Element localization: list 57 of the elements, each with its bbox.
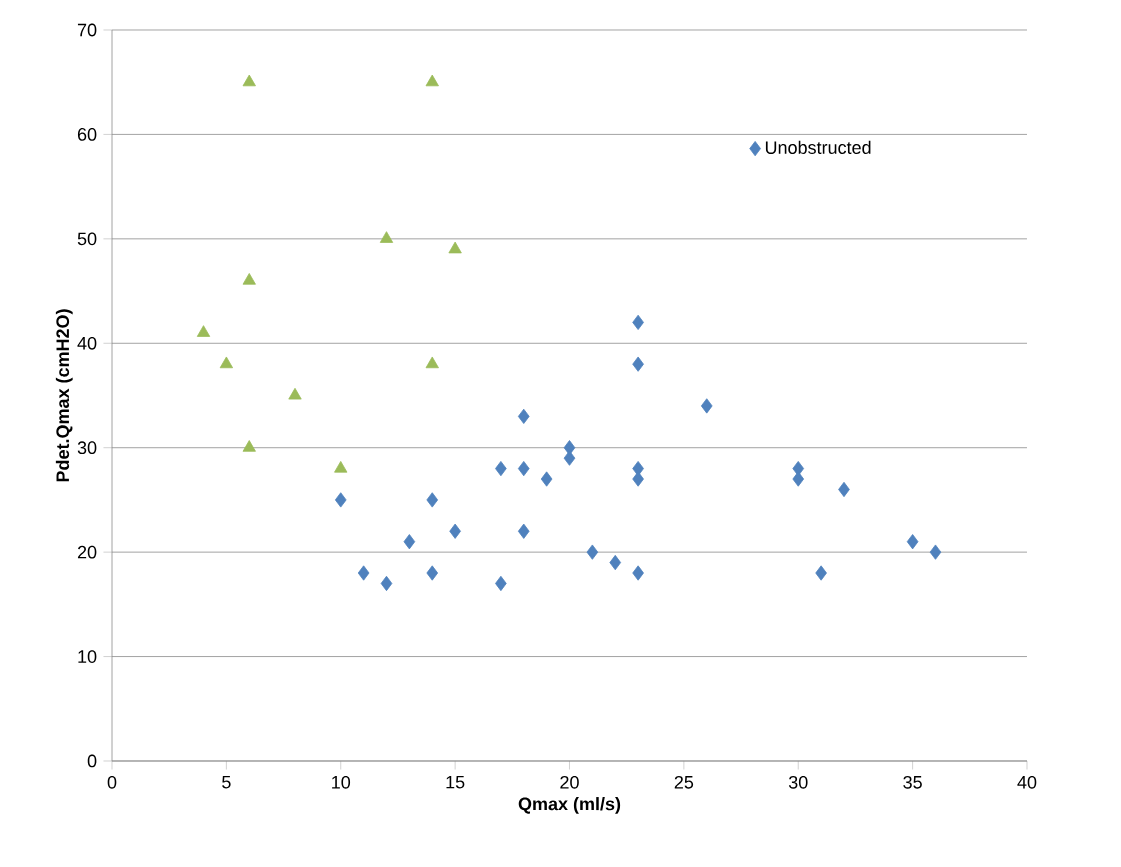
legend-label: Unobstructed	[765, 140, 871, 154]
y-tick-label: 20	[77, 545, 97, 559]
point	[609, 554, 622, 571]
point	[380, 575, 393, 592]
x-tick-label: 0	[107, 775, 117, 789]
point	[426, 492, 439, 508]
point	[196, 325, 211, 337]
point	[815, 565, 827, 581]
point	[242, 440, 256, 452]
point	[334, 492, 347, 508]
point	[632, 471, 644, 487]
point	[449, 523, 461, 539]
point	[540, 471, 553, 487]
x-tick-label: 30	[788, 775, 808, 789]
point	[403, 534, 416, 550]
point	[517, 460, 530, 477]
point	[448, 241, 462, 254]
y-tick-label: 30	[77, 441, 97, 455]
x-tick-label: 5	[222, 775, 231, 789]
y-axis-title: Pdet.Qmax (cmH2O)	[55, 309, 73, 482]
y-tick-label: 50	[77, 232, 97, 246]
point	[906, 534, 919, 550]
point	[838, 481, 850, 498]
x-tick-label: 25	[674, 775, 694, 789]
point	[792, 471, 805, 487]
point	[219, 356, 234, 369]
point	[334, 460, 348, 473]
point	[242, 74, 256, 87]
y-tick-label: 70	[77, 23, 97, 37]
point	[379, 231, 394, 243]
point	[632, 356, 644, 372]
point	[586, 544, 599, 560]
y-tick-label: 60	[77, 128, 97, 141]
point	[517, 408, 530, 424]
point	[288, 387, 302, 400]
point	[495, 460, 507, 477]
point	[495, 575, 507, 592]
point	[632, 565, 644, 581]
y-tick-label: 10	[78, 650, 97, 663]
point	[242, 273, 256, 285]
point	[563, 450, 576, 466]
point	[929, 544, 942, 560]
point	[517, 523, 530, 539]
y-tick-label: 40	[77, 336, 97, 350]
x-tick-label: 35	[903, 775, 922, 789]
x-tick-label: 40	[1017, 775, 1037, 789]
point	[700, 398, 713, 414]
point	[425, 356, 439, 369]
point	[357, 565, 370, 581]
x-tick-label: 15	[446, 775, 465, 789]
x-tick-label: 20	[560, 775, 579, 789]
x-tick-label: 10	[332, 775, 351, 789]
point	[425, 74, 439, 87]
x-axis-title: Qmax (ml/s)	[518, 797, 621, 814]
point	[632, 314, 644, 330]
y-tick-label: 0	[87, 754, 97, 768]
point	[426, 565, 439, 581]
